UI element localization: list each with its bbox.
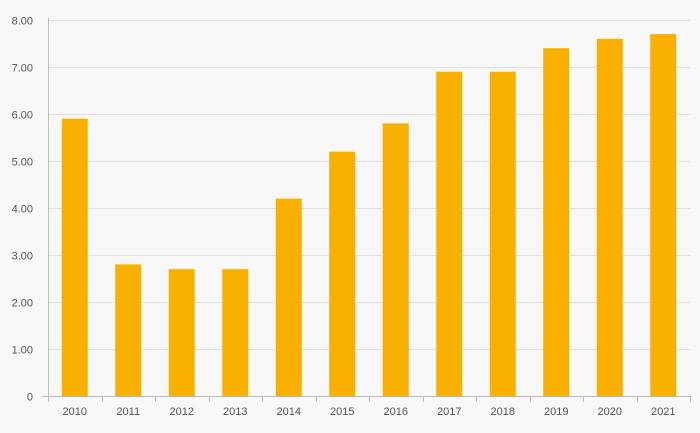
x-tick-label: 2015 [330, 406, 354, 418]
bar-2014 [275, 198, 302, 396]
x-tick-label: 2021 [651, 406, 675, 418]
x-tick-label: 2016 [384, 406, 408, 418]
x-tick-label: 2014 [277, 406, 301, 418]
x-tick-label: 2018 [491, 406, 515, 418]
bar-2019 [543, 48, 570, 396]
bar-2017 [436, 71, 463, 396]
x-tick-label: 2017 [437, 406, 461, 418]
y-tick-label: 4.00 [12, 204, 33, 216]
bar-2016 [382, 123, 409, 397]
gridlines [48, 20, 690, 350]
axes [42, 18, 691, 402]
x-tick-label: 2013 [223, 406, 247, 418]
bar-2018 [489, 71, 516, 396]
x-tick-label: 2012 [170, 406, 194, 418]
bar-2021 [650, 34, 677, 396]
y-tick-label: 2.00 [12, 298, 33, 310]
y-tick-label: 8.00 [12, 16, 33, 28]
y-tick-label: 7.00 [12, 63, 33, 75]
y-tick-labels: 0 1.00 2.00 3.00 4.00 5.00 6.00 7.00 8.00 [12, 16, 33, 404]
bar-2011 [115, 264, 142, 396]
y-tick-label: 1.00 [12, 345, 33, 357]
bar-2012 [168, 269, 195, 396]
bars [61, 34, 677, 397]
y-tick-label: 0 [27, 392, 33, 404]
y-tick-label: 5.00 [12, 157, 33, 169]
bar-2015 [329, 151, 356, 396]
bar-2013 [222, 269, 249, 396]
y-tick-label: 6.00 [12, 110, 33, 122]
x-tick-label: 2019 [544, 406, 568, 418]
bar-2020 [596, 38, 623, 397]
x-tick-labels: 2010 2011 2012 2013 2014 2015 2016 2017 2018 2019… [63, 406, 676, 418]
bar-2010 [61, 118, 88, 396]
x-tick-label: 2011 [116, 406, 140, 418]
y-tick-label: 3.00 [12, 251, 33, 263]
x-tick-label: 2020 [598, 406, 622, 418]
x-tick-label: 2010 [63, 406, 87, 418]
